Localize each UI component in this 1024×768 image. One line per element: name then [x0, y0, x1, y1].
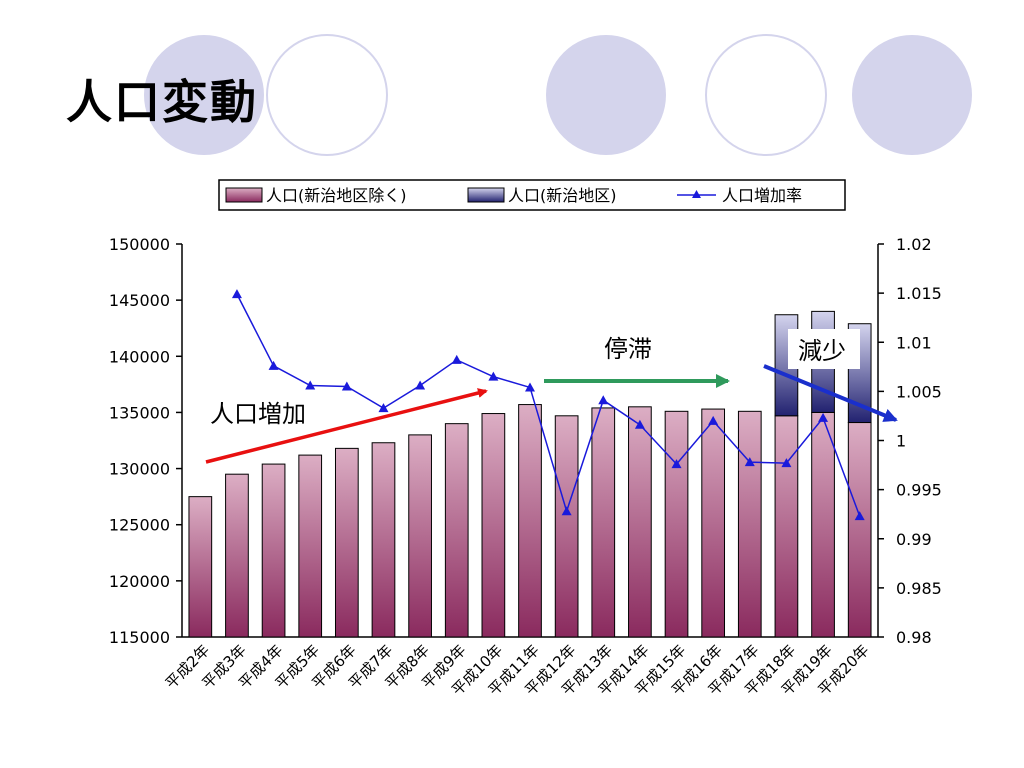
- data-point: [525, 382, 535, 392]
- bar: [628, 406, 652, 638]
- bar: [664, 410, 689, 638]
- y-tick-label: 125000: [109, 516, 170, 535]
- growth-rate-line: [236, 293, 861, 517]
- data-point: [634, 419, 645, 429]
- legend-marker: [692, 190, 701, 198]
- bar: [481, 413, 506, 638]
- data-point: [305, 380, 316, 390]
- y2-tick-label: 1.005: [896, 382, 942, 401]
- bar: [444, 423, 469, 638]
- data-point: [341, 381, 352, 391]
- bars: [188, 310, 872, 638]
- line-series: [231, 289, 865, 521]
- annotation-increase: 人口増加: [205, 388, 488, 464]
- data-point: [598, 395, 609, 405]
- data-point: [561, 506, 572, 516]
- bar: [811, 411, 835, 638]
- y-tick-label: 120000: [109, 572, 170, 591]
- y2-tick-label: 0.99: [896, 530, 932, 549]
- decor-circle: [852, 35, 972, 155]
- data-point: [378, 403, 389, 413]
- decor-circle: [266, 34, 388, 156]
- bar: [371, 442, 396, 638]
- decor-circle: [705, 34, 827, 156]
- legend-label: 人口増加率: [722, 186, 802, 205]
- y2-tick-label: 0.985: [896, 579, 942, 598]
- bar: [298, 454, 323, 638]
- legend-label: 人口(新治地区除く): [266, 186, 407, 205]
- bar: [591, 407, 616, 638]
- bar: [408, 434, 432, 638]
- data-point: [231, 289, 242, 299]
- bar: [225, 473, 249, 638]
- right-ticks: 1.02 1.015 1.01 1.005 1 0.995 0.99 0.985 0.98: [878, 235, 942, 647]
- y2-tick-label: 1.02: [896, 235, 932, 254]
- data-point: [451, 354, 462, 364]
- x-ticks: 平成2年平成3年平成4年平成5年平成6年平成7年平成8年平成9年平成10年平成1…: [162, 641, 873, 699]
- left-ticks: 150000 145000 140000 135000 130000 125000 1200…: [109, 235, 182, 647]
- data-point: [744, 457, 755, 467]
- annotation-decrease: 減少: [763, 329, 898, 422]
- y-tick-label: 150000: [109, 235, 170, 254]
- y-tick-label: 130000: [109, 460, 170, 479]
- decrease-arrow: [763, 364, 898, 422]
- bar: [334, 447, 359, 638]
- legend-swatch-blue: [467, 187, 505, 203]
- y2-tick-label: 1.01: [896, 333, 932, 352]
- y2-tick-label: 1: [896, 432, 906, 451]
- y-tick-label: 140000: [109, 347, 170, 366]
- data-point: [818, 412, 829, 422]
- bar: [518, 404, 542, 638]
- data-point: [671, 459, 682, 469]
- y-tick-label: 115000: [109, 628, 170, 647]
- data-point: [854, 511, 865, 521]
- data-point: [488, 371, 499, 381]
- y2-tick-label: 1.015: [896, 284, 942, 303]
- bar: [261, 463, 286, 638]
- y2-tick-label: 0.98: [896, 628, 932, 647]
- bar: [774, 415, 799, 638]
- decrease-label: 減少: [798, 337, 846, 365]
- data-point: [708, 415, 719, 425]
- y2-tick-label: 0.995: [896, 481, 942, 500]
- bar: [188, 496, 213, 638]
- data-point: [415, 380, 426, 390]
- stagnation-label: 停滞: [604, 335, 652, 363]
- data-point: [268, 360, 279, 370]
- bar: [554, 415, 579, 638]
- y-tick-label: 145000: [109, 291, 170, 310]
- annotation-stagnation: 停滞: [544, 335, 730, 388]
- legend-label: 人口(新治地区): [508, 186, 617, 205]
- bar: [737, 410, 762, 638]
- legend-swatch-pink: [225, 187, 263, 203]
- bar: [701, 408, 726, 638]
- legend: 人口(新治地区除く) 人口(新治地区) 人口増加率: [218, 179, 846, 211]
- increase-arrow: [205, 388, 488, 464]
- page-title: 人口変動: [66, 75, 258, 129]
- data-point: [781, 458, 792, 468]
- bar: [847, 422, 872, 638]
- decrease-label-box: [788, 329, 860, 369]
- increase-label: 人口増加: [210, 400, 306, 428]
- decor-circle: [144, 35, 264, 155]
- y-tick-label: 135000: [109, 403, 170, 422]
- decor-circle: [546, 35, 666, 155]
